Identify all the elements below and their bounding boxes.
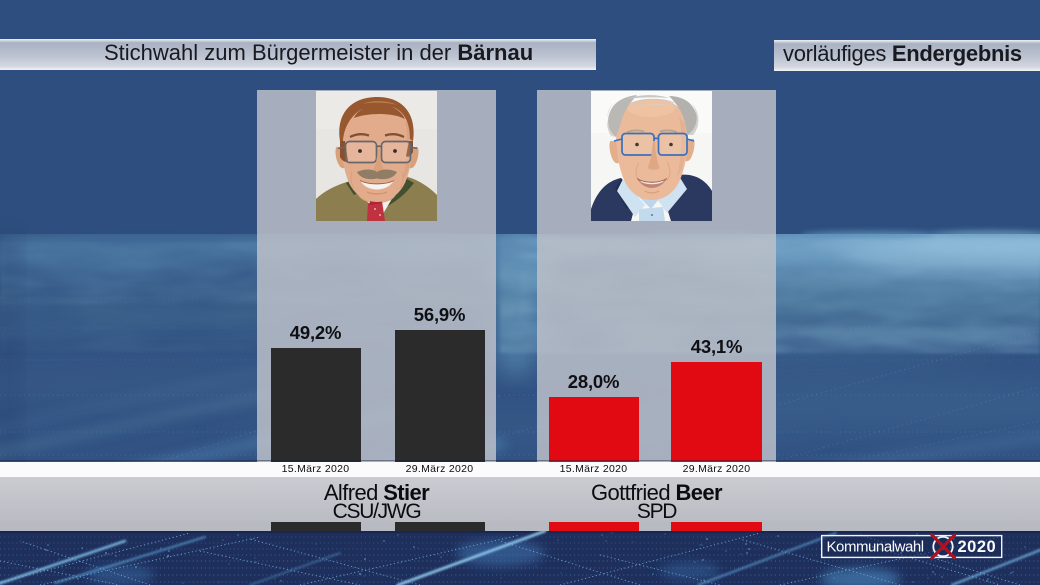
svg-text:2020: 2020	[958, 538, 997, 556]
svg-text:Kommunalwahl: Kommunalwahl	[827, 539, 924, 556]
